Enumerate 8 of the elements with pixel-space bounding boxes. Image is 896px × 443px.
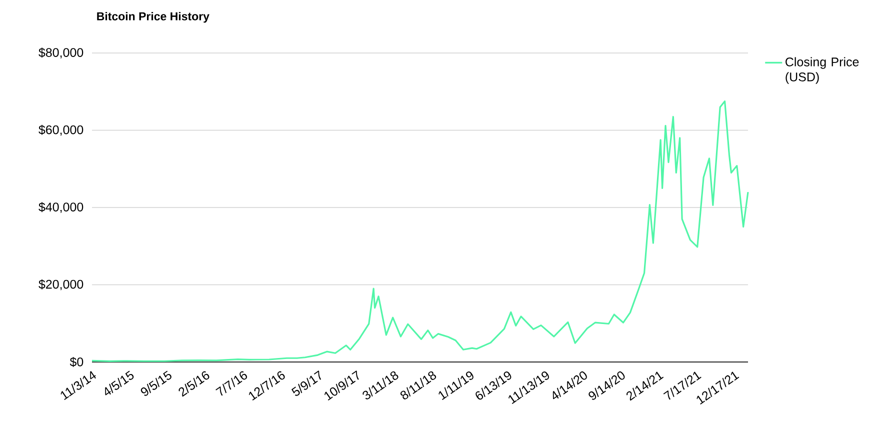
line-series: [91, 100, 749, 362]
chart-title: Bitcoin Price History: [97, 12, 210, 23]
y-tick-label: $40,000: [38, 202, 84, 213]
y-tick-label: $20,000: [38, 279, 84, 290]
y-tick-label: $60,000: [38, 124, 84, 136]
legend-label: Closing Price (USD): [786, 57, 859, 84]
y-tick-label: $0: [70, 356, 84, 368]
y-tick-label: $80,000: [38, 48, 84, 58]
